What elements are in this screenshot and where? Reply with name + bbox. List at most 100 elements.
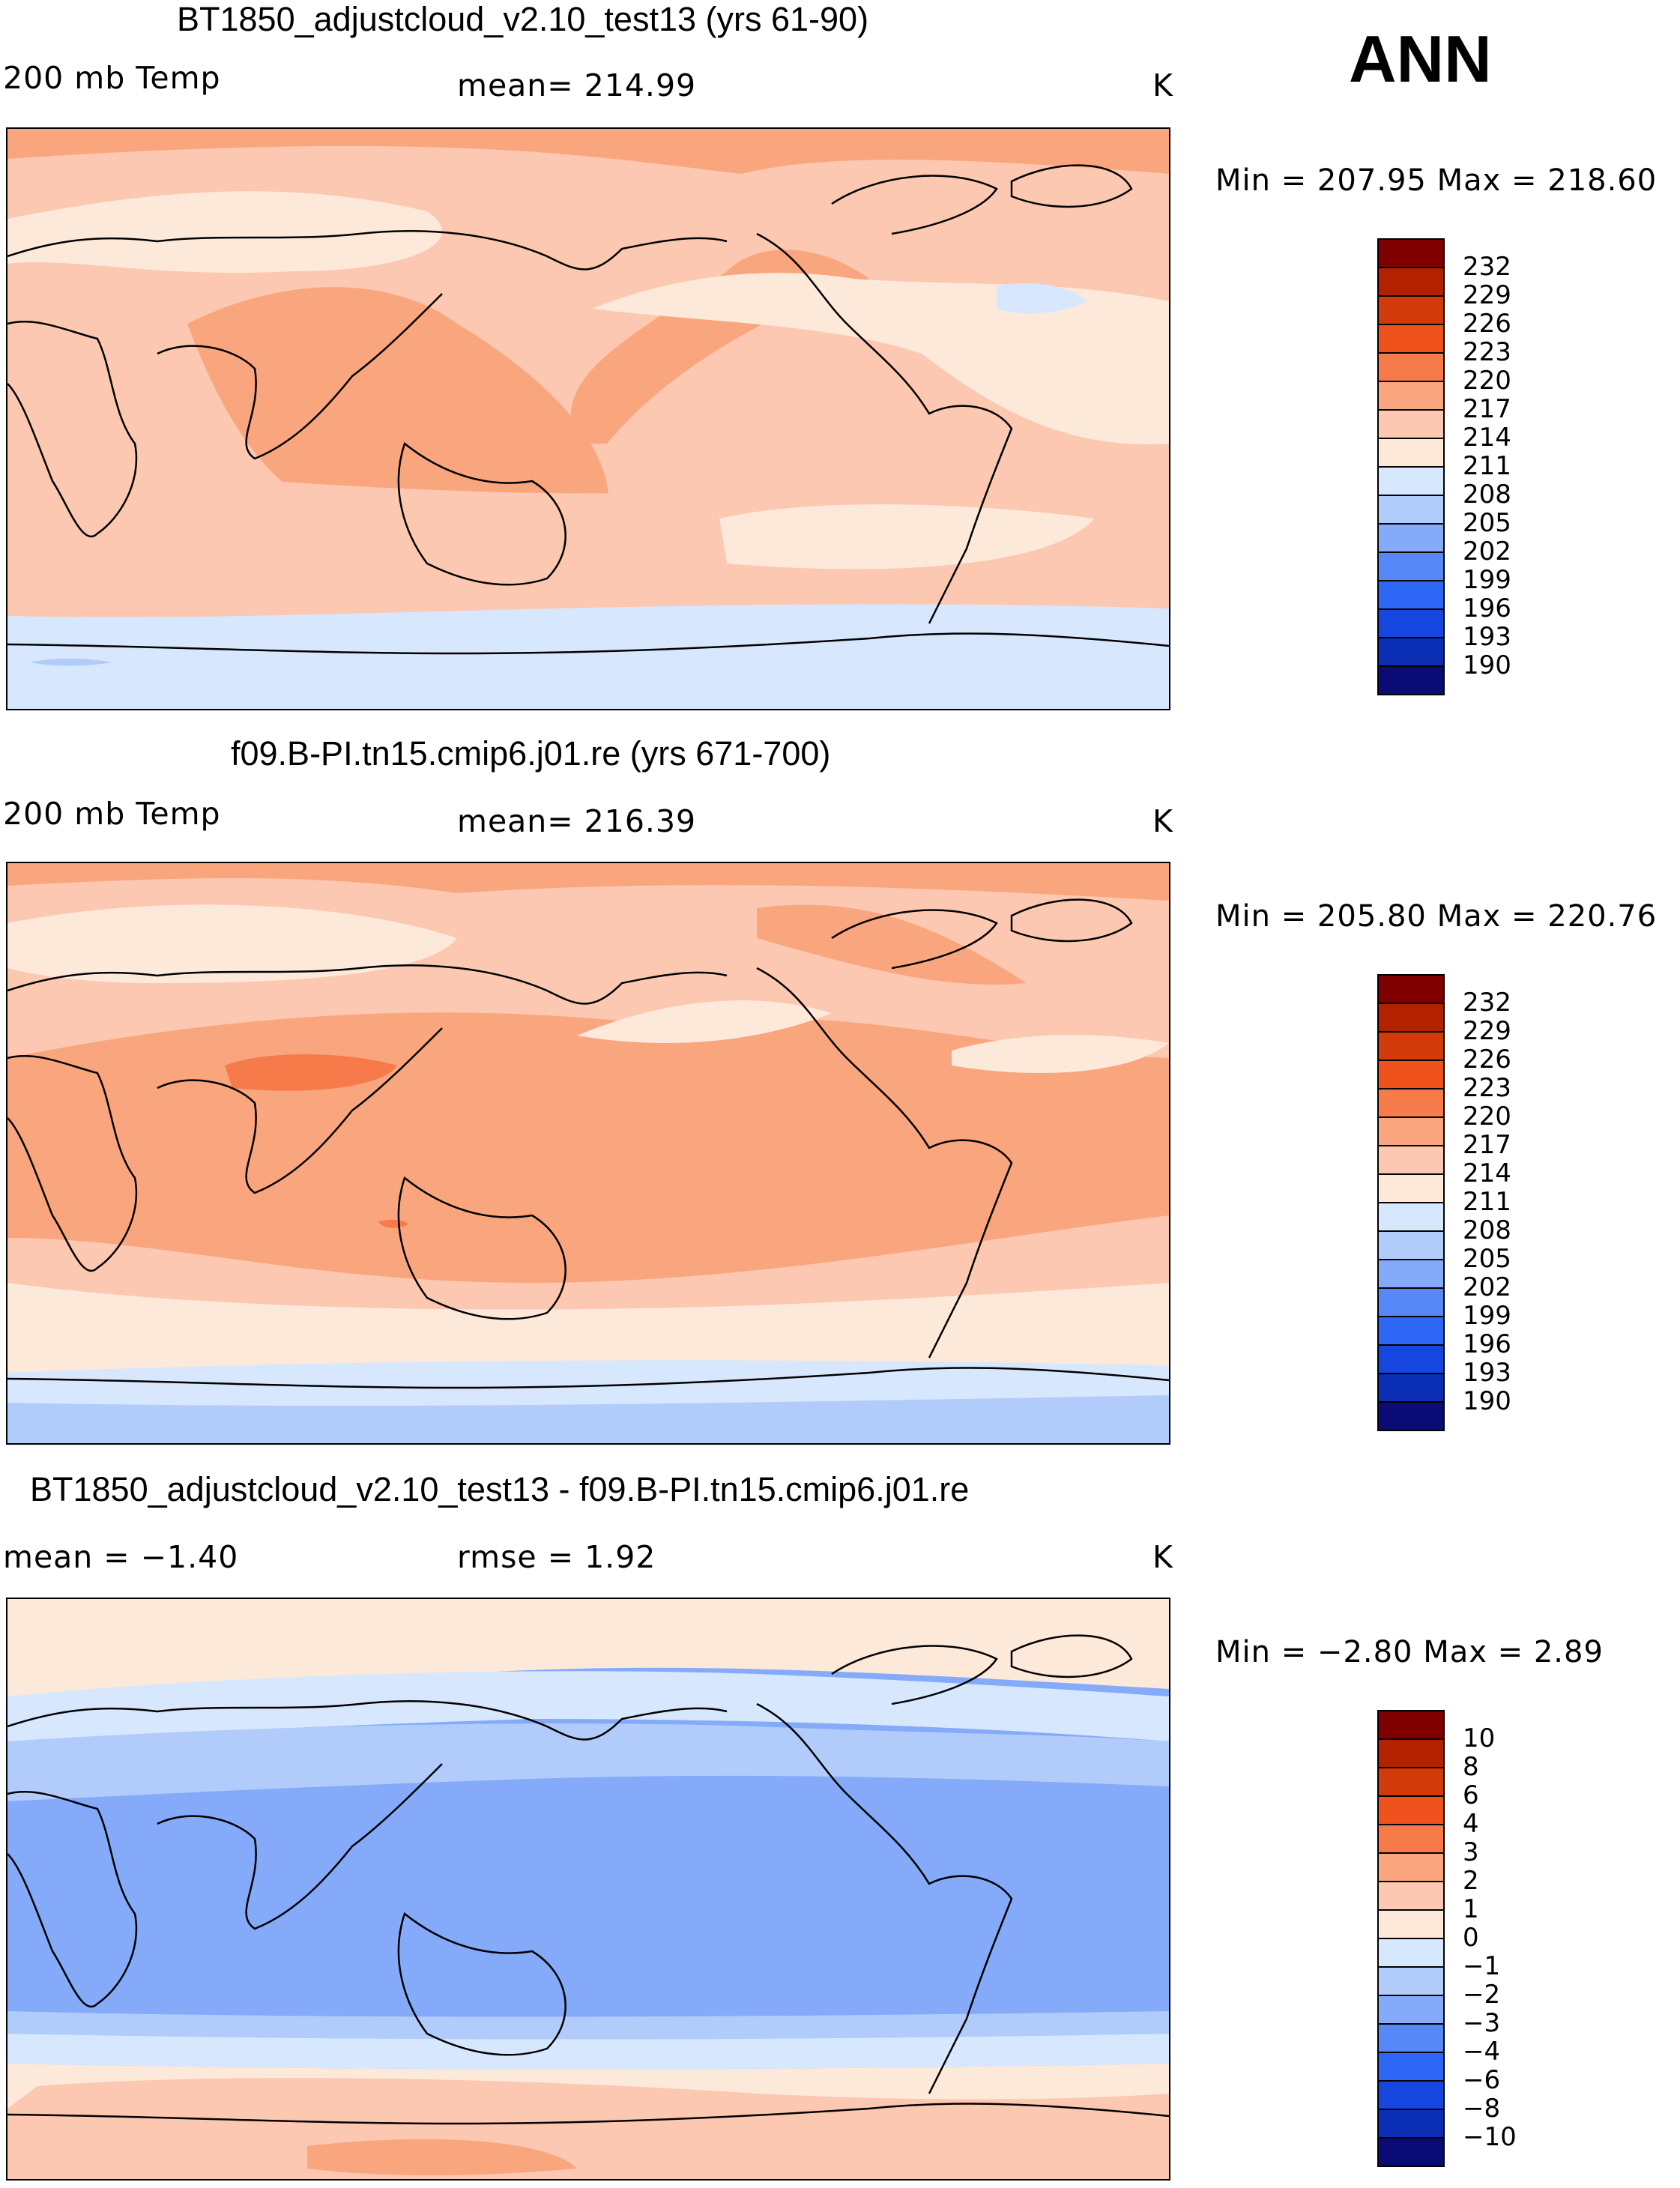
colorbar-box (1379, 1996, 1443, 2025)
panel2-coast-greenland (1010, 898, 1133, 943)
colorbar-tick-label: 208 (1463, 480, 1511, 510)
colorbar-box (1379, 325, 1443, 354)
panel2-field-antarctic (7, 1395, 1169, 1443)
panel2-colorbar (1377, 974, 1445, 1431)
colorbar-tick-label: −2 (1463, 1980, 1501, 2010)
panel2-map-svg (7, 863, 1169, 1443)
panel1-field-atlantic-blue (997, 283, 1087, 314)
colorbar-tick-label: 196 (1463, 1329, 1511, 1359)
colorbar-box (1379, 1374, 1443, 1403)
colorbar-box (1379, 1004, 1443, 1033)
colorbar-box (1379, 2053, 1443, 2082)
colorbar-tick-label: −4 (1463, 2037, 1501, 2067)
colorbar-tick-label: 199 (1463, 565, 1511, 595)
colorbar-box (1379, 1825, 1443, 1854)
colorbar-tick-label: 202 (1463, 537, 1511, 566)
panel3-field-antarctic-warm (7, 2078, 1169, 2179)
panel2-units: K (1152, 803, 1173, 839)
panel3-coast-antarctica (7, 2103, 1169, 2125)
colorbar-box (1379, 1260, 1443, 1289)
colorbar-tick-label: 223 (1463, 1073, 1511, 1103)
panel2-minmax: Min = 205.80 Max = 220.76 (1215, 899, 1658, 934)
panel1-field-arctic (7, 129, 1169, 174)
colorbar-tick-label: 190 (1463, 1386, 1511, 1416)
colorbar-tick-label: 205 (1463, 508, 1511, 538)
panel2-title: f09.B-PI.tn15.cmip6.j01.re (yrs 671-700) (231, 734, 831, 773)
panel1-coastlines (7, 164, 1169, 655)
colorbar-box (1379, 1768, 1443, 1797)
panel1-units: K (1152, 67, 1173, 103)
panel2-coastlines (7, 898, 1169, 1389)
colorbar-tick-label: −3 (1463, 2008, 1501, 2038)
panel2-field-arctic (7, 863, 1169, 901)
colorbar-tick-label: 208 (1463, 1215, 1511, 1245)
colorbar-box (1379, 1939, 1443, 1968)
colorbar-box (1379, 610, 1443, 638)
colorbar-tick-label: 226 (1463, 309, 1511, 339)
colorbar-tick-label: −10 (1463, 2122, 1517, 2152)
colorbar-box (1379, 1882, 1443, 1911)
colorbar-box (1379, 1797, 1443, 1825)
colorbar-box (1379, 411, 1443, 439)
colorbar-box (1379, 553, 1443, 581)
colorbar-tick-label: 205 (1463, 1244, 1511, 1274)
panel3-coastlines (7, 1634, 1169, 2125)
colorbar-box (1379, 1033, 1443, 1061)
panel3-coast-africa (7, 1791, 138, 2008)
panel2-coast-canada-arctic (831, 909, 998, 970)
panel1-coast-canada-arctic (831, 175, 998, 235)
colorbar-box (1379, 525, 1443, 553)
colorbar-tick-label: 1 (1463, 1894, 1479, 1924)
colorbar-box (1379, 1911, 1443, 1939)
panel3-mean-label: mean = −1.40 (3, 1539, 239, 1575)
panel1-variable-label: 200 mb Temp (3, 60, 221, 96)
panel3-field-south-mid (7, 2011, 1169, 2040)
colorbar-box (1379, 1061, 1443, 1090)
panel2-coast-australia (397, 1176, 566, 1320)
panel1-field-eurasia-cool (7, 191, 442, 274)
panel2-field-tibet-hot (225, 1054, 397, 1091)
panel1-minmax: Min = 207.95 Max = 218.60 (1215, 163, 1658, 198)
panel1-coast-antarctica (7, 632, 1169, 655)
panel1-field-npac-cool (592, 273, 1169, 444)
colorbar-box (1379, 439, 1443, 468)
panel1-coast-americas (756, 232, 1013, 624)
panel1-mean-label: mean= 214.99 (457, 67, 697, 103)
colorbar-tick-label: −6 (1463, 2065, 1501, 2095)
colorbar-box (1379, 1346, 1443, 1374)
colorbar-box (1379, 1740, 1443, 1768)
colorbar-tick-label: 10 (1463, 1723, 1496, 1753)
panel2-variable-label: 200 mb Temp (3, 796, 221, 832)
panel3-title: BT1850_adjustcloud_v2.10_test13 - f09.B-… (30, 1470, 970, 1508)
colorbar-box (1379, 496, 1443, 525)
colorbar-tick-label: 8 (1463, 1752, 1479, 1782)
colorbar-tick-label: 223 (1463, 337, 1511, 367)
colorbar-tick-label: 220 (1463, 366, 1511, 396)
panel3-units: K (1152, 1539, 1173, 1575)
panel1-coast-australia (397, 441, 566, 586)
season-label: ANN (1349, 22, 1492, 96)
colorbar-box (1379, 1968, 1443, 1996)
panel2-field-eurasia-cool (7, 904, 457, 983)
colorbar-tick-label: 193 (1463, 1358, 1511, 1388)
colorbar-tick-label: 226 (1463, 1045, 1511, 1075)
colorbar-tick-label: 211 (1463, 451, 1511, 481)
colorbar-tick-label: −1 (1463, 1951, 1501, 1981)
colorbar-tick-label: 193 (1463, 622, 1511, 652)
panel1-coast-greenland (1010, 164, 1133, 208)
colorbar-box (1379, 1203, 1443, 1232)
panel2-coast-africa (7, 1055, 138, 1272)
panel1-coast-africa (7, 321, 138, 538)
colorbar-box (1379, 1711, 1443, 1740)
colorbar-tick-label: 217 (1463, 394, 1511, 424)
colorbar-tick-label: 214 (1463, 1158, 1511, 1188)
colorbar-box (1379, 2110, 1443, 2139)
panel2-field-canada-warm (757, 904, 1027, 985)
panel3-field-north-light (7, 1671, 1169, 1741)
panel3-map-svg (7, 1599, 1169, 2179)
panel1-field-southern-band (7, 459, 1169, 608)
panel2-field-atlantic-cool (952, 1035, 1169, 1073)
panel2-field-south-cool (7, 1283, 1169, 1382)
panel3-field-antarctic-hot (307, 2139, 577, 2176)
panel1-title: BT1850_adjustcloud_v2.10_test13 (yrs 61-… (177, 0, 869, 38)
